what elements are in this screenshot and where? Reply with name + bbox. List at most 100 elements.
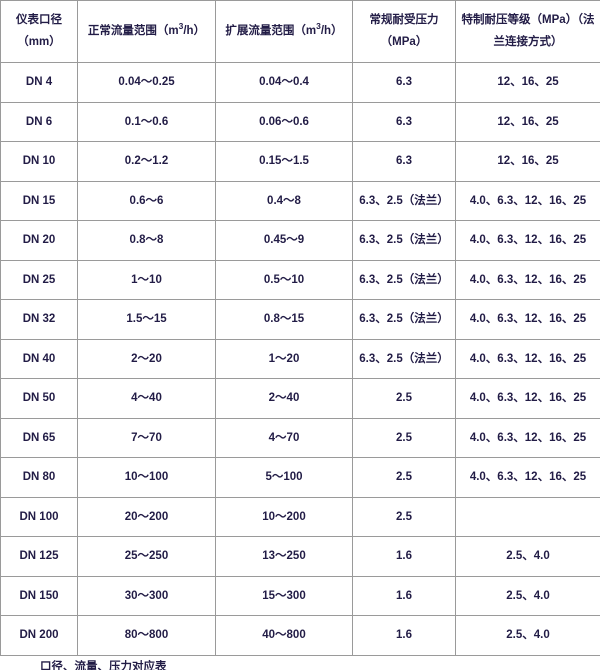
table-header-row: 仪表口径（mm） 正常流量范围（m3/h） 扩展流量范围（m3/h） 常规耐受压… xyxy=(1,1,600,63)
cell-custom-pressure-rating: 2.5、4.0 xyxy=(456,537,600,577)
cell-normal-flow-range: 1～10 xyxy=(78,260,216,300)
cell-custom-pressure-rating: 4.0、6.3、12、16、25 xyxy=(456,300,600,340)
cell-custom-pressure-rating: 4.0、6.3、12、16、25 xyxy=(456,221,600,261)
cell-standard-pressure-rating: 6.3 xyxy=(353,63,456,103)
cell-standard-pressure-rating: 6.3、2.5（法兰） xyxy=(353,300,456,340)
cell-normal-flow-range: 10～100 xyxy=(78,458,216,498)
column-header-normal-flow-label: 正常流量范围（m xyxy=(88,25,179,37)
cell-nominal-diameter: DN 125 xyxy=(1,537,78,577)
cell-extended-flow-range: 0.06～0.6 xyxy=(216,102,353,142)
cell-normal-flow-range: 0.04～0.25 xyxy=(78,63,216,103)
cell-extended-flow-range: 40～800 xyxy=(216,616,353,656)
cell-nominal-diameter: DN 100 xyxy=(1,497,78,537)
cell-standard-pressure-rating: 2.5 xyxy=(353,379,456,419)
cell-normal-flow-range: 20～200 xyxy=(78,497,216,537)
cell-custom-pressure-rating xyxy=(456,497,600,537)
cell-standard-pressure-rating: 6.3、2.5（法兰） xyxy=(353,339,456,379)
cell-nominal-diameter: DN 10 xyxy=(1,142,78,182)
cell-nominal-diameter: DN 4 xyxy=(1,63,78,103)
cell-extended-flow-range: 0.15～1.5 xyxy=(216,142,353,182)
cell-custom-pressure-rating: 4.0、6.3、12、16、25 xyxy=(456,260,600,300)
cell-extended-flow-range: 5～100 xyxy=(216,458,353,498)
cell-standard-pressure-rating: 6.3、2.5（法兰） xyxy=(353,181,456,221)
cell-normal-flow-range: 4～40 xyxy=(78,379,216,419)
column-header-normal-flow-range: 正常流量范围（m3/h） xyxy=(78,1,216,63)
cell-standard-pressure-rating: 1.6 xyxy=(353,576,456,616)
cell-nominal-diameter: DN 32 xyxy=(1,300,78,340)
cell-normal-flow-range: 7～70 xyxy=(78,418,216,458)
cell-standard-pressure-rating: 2.5 xyxy=(353,497,456,537)
cell-nominal-diameter: DN 80 xyxy=(1,458,78,498)
cell-nominal-diameter: DN 50 xyxy=(1,379,78,419)
table-header: 仪表口径（mm） 正常流量范围（m3/h） 扩展流量范围（m3/h） 常规耐受压… xyxy=(1,1,600,63)
cell-nominal-diameter: DN 65 xyxy=(1,418,78,458)
cell-extended-flow-range: 15～300 xyxy=(216,576,353,616)
cell-custom-pressure-rating: 4.0、6.3、12、16、25 xyxy=(456,181,600,221)
cell-custom-pressure-rating: 12、16、25 xyxy=(456,142,600,182)
cell-custom-pressure-rating: 4.0、6.3、12、16、25 xyxy=(456,458,600,498)
cell-nominal-diameter: DN 150 xyxy=(1,576,78,616)
cell-nominal-diameter: DN 15 xyxy=(1,181,78,221)
cell-extended-flow-range: 0.5～10 xyxy=(216,260,353,300)
cell-normal-flow-range: 80～800 xyxy=(78,616,216,656)
cell-standard-pressure-rating: 6.3 xyxy=(353,102,456,142)
cell-nominal-diameter: DN 20 xyxy=(1,221,78,261)
cell-custom-pressure-rating: 4.0、6.3、12、16、25 xyxy=(456,418,600,458)
cell-extended-flow-range: 0.8～15 xyxy=(216,300,353,340)
cell-extended-flow-range: 4～70 xyxy=(216,418,353,458)
cell-normal-flow-range: 0.2～1.2 xyxy=(78,142,216,182)
cell-standard-pressure-rating: 6.3 xyxy=(353,142,456,182)
cell-nominal-diameter: DN 25 xyxy=(1,260,78,300)
cell-extended-flow-range: 0.4～8 xyxy=(216,181,353,221)
cell-normal-flow-range: 2～20 xyxy=(78,339,216,379)
footer-note: 口径、流量、压力对应表 xyxy=(0,658,600,670)
cell-normal-flow-range: 0.6～6 xyxy=(78,181,216,221)
cell-custom-pressure-rating: 4.0、6.3、12、16、25 xyxy=(456,339,600,379)
column-header-extended-flow-label: 扩展流量范围（m xyxy=(225,25,316,37)
cell-standard-pressure-rating: 1.6 xyxy=(353,616,456,656)
column-header-custom-pressure-rating: 特制耐压等级（MPa）（法兰连接方式） xyxy=(456,1,600,63)
cell-custom-pressure-rating: 2.5、4.0 xyxy=(456,616,600,656)
cell-custom-pressure-rating: 12、16、25 xyxy=(456,63,600,103)
column-header-extended-flow-suffix: /h） xyxy=(321,25,343,37)
cell-normal-flow-range: 0.1～0.6 xyxy=(78,102,216,142)
specification-table: 仪表口径（mm） 正常流量范围（m3/h） 扩展流量范围（m3/h） 常规耐受压… xyxy=(0,0,600,656)
cell-extended-flow-range: 0.45～9 xyxy=(216,221,353,261)
cell-standard-pressure-rating: 2.5 xyxy=(353,458,456,498)
column-header-extended-flow-range: 扩展流量范围（m3/h） xyxy=(216,1,353,63)
cell-extended-flow-range: 1～20 xyxy=(216,339,353,379)
cell-nominal-diameter: DN 6 xyxy=(1,102,78,142)
cell-normal-flow-range: 30～300 xyxy=(78,576,216,616)
cell-extended-flow-range: 13～250 xyxy=(216,537,353,577)
cell-normal-flow-range: 1.5～15 xyxy=(78,300,216,340)
cell-custom-pressure-rating: 4.0、6.3、12、16、25 xyxy=(456,379,600,419)
cell-standard-pressure-rating: 6.3、2.5（法兰） xyxy=(353,221,456,261)
cell-nominal-diameter: DN 40 xyxy=(1,339,78,379)
cell-custom-pressure-rating: 12、16、25 xyxy=(456,102,600,142)
cell-extended-flow-range: 0.04～0.4 xyxy=(216,63,353,103)
cell-custom-pressure-rating: 2.5、4.0 xyxy=(456,576,600,616)
cell-standard-pressure-rating: 6.3、2.5（法兰） xyxy=(353,260,456,300)
column-header-nominal-diameter: 仪表口径（mm） xyxy=(1,1,78,63)
column-header-standard-pressure-rating: 常规耐受压力（MPa） xyxy=(353,1,456,63)
cell-normal-flow-range: 25～250 xyxy=(78,537,216,577)
cell-normal-flow-range: 0.8～8 xyxy=(78,221,216,261)
column-header-normal-flow-suffix: /h） xyxy=(183,25,205,37)
cell-standard-pressure-rating: 1.6 xyxy=(353,537,456,577)
